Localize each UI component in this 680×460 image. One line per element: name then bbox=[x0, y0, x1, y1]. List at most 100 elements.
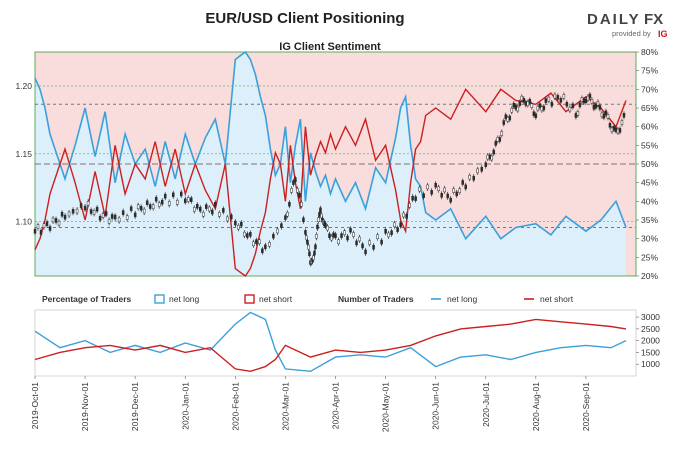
candle-body bbox=[205, 204, 208, 209]
candle-body bbox=[380, 239, 383, 245]
candle-body bbox=[268, 242, 271, 247]
right-tick-label: 45% bbox=[641, 178, 658, 188]
candle-body bbox=[315, 233, 318, 239]
dailyfx-logo: DAILY FX provided by IG bbox=[587, 11, 668, 39]
candle-body bbox=[576, 111, 580, 116]
right-tick-label: 20% bbox=[641, 271, 658, 281]
x-tick-label: 2020-Jan-01 bbox=[180, 382, 190, 430]
candle-body bbox=[571, 103, 575, 109]
sentiment-panel: 1.10 1.15 1.20 20% 25% 30% 35% 40% 45% 50% 55% 60% 6… bbox=[15, 47, 658, 281]
candle-body bbox=[512, 102, 516, 108]
candle-body bbox=[290, 188, 293, 193]
candle-body bbox=[358, 236, 361, 242]
candle-body bbox=[328, 233, 331, 238]
net-long-line bbox=[34, 50, 627, 241]
candle-body bbox=[211, 209, 214, 215]
x-tick-label: 2020-Sep-01 bbox=[581, 382, 591, 431]
candle-body bbox=[113, 214, 117, 220]
candle-body bbox=[330, 235, 333, 241]
candle-body bbox=[154, 196, 158, 202]
legend-left-long-swatch bbox=[154, 294, 165, 304]
candle-body bbox=[486, 154, 490, 160]
candle-body bbox=[480, 166, 483, 172]
candle-body bbox=[526, 101, 530, 106]
candle-body bbox=[430, 189, 433, 195]
candle-body bbox=[522, 97, 526, 103]
candle-body bbox=[514, 104, 518, 110]
candle-body bbox=[199, 206, 202, 212]
right-tick-label: 35% bbox=[641, 215, 658, 225]
logo-provided: provided by bbox=[612, 29, 651, 38]
x-tick-label: 2019-Dec-01 bbox=[130, 382, 140, 431]
candle-body bbox=[179, 191, 183, 197]
candle-body bbox=[408, 203, 411, 208]
candle-body bbox=[361, 243, 364, 249]
right-tick-label: 55% bbox=[641, 140, 658, 150]
candle-body bbox=[272, 233, 275, 239]
candle-body bbox=[500, 131, 504, 136]
x-axis: 2019-Oct-01 2019-Nov-01 2019-Dec-01 2020-Ja… bbox=[30, 376, 591, 432]
candle-body bbox=[145, 200, 149, 205]
candle-body bbox=[312, 255, 315, 261]
candle-body bbox=[79, 203, 83, 208]
candle-body bbox=[317, 217, 320, 223]
right-tick-label: 65% bbox=[641, 103, 658, 113]
candle-body bbox=[504, 114, 508, 119]
right-tick-label: 50% bbox=[641, 159, 658, 169]
candle-body bbox=[190, 197, 193, 203]
candle-body bbox=[437, 186, 440, 191]
candle-body bbox=[208, 206, 211, 212]
x-tick-label: 2020-Mar-01 bbox=[280, 382, 290, 431]
candle-body bbox=[160, 199, 164, 205]
candle-body bbox=[98, 216, 102, 221]
candle-body bbox=[544, 98, 548, 103]
candle-body bbox=[117, 217, 121, 223]
candle-body bbox=[292, 180, 295, 185]
candle-body bbox=[63, 214, 67, 220]
candle-body bbox=[264, 244, 267, 249]
candle-body bbox=[258, 239, 261, 244]
candle-body bbox=[349, 227, 352, 233]
left-tick-label: 1.15 bbox=[15, 149, 32, 159]
candle-body bbox=[464, 184, 467, 190]
candle-body bbox=[36, 224, 40, 229]
candle-body bbox=[343, 230, 346, 235]
right-tick-label: 80% bbox=[641, 47, 658, 57]
candle-body bbox=[237, 224, 240, 230]
candle-body bbox=[616, 128, 620, 134]
candle-body bbox=[594, 103, 598, 109]
candle-body bbox=[261, 248, 264, 253]
candle-body bbox=[606, 114, 610, 119]
candle-body bbox=[243, 231, 246, 237]
candle-body bbox=[284, 215, 287, 220]
logo-daily: DAILY bbox=[587, 11, 641, 28]
candle-body bbox=[92, 210, 96, 215]
candle-body bbox=[494, 141, 498, 146]
candle-body bbox=[590, 98, 594, 104]
candle-body bbox=[139, 206, 143, 211]
candle-body bbox=[443, 187, 446, 193]
candle-body bbox=[324, 222, 327, 228]
candle-body bbox=[598, 105, 602, 110]
legend-left-short-label: net short bbox=[259, 294, 293, 304]
net-short-line bbox=[34, 88, 627, 277]
candle-body bbox=[612, 125, 616, 131]
candle-body bbox=[384, 229, 387, 234]
right-tick-label: 25% bbox=[641, 252, 658, 262]
candle-body bbox=[414, 196, 417, 201]
traders-right-tick-label: 2000 bbox=[641, 336, 660, 346]
candle-body bbox=[314, 244, 317, 249]
candle-body bbox=[426, 184, 429, 190]
left-tick-label: 1.20 bbox=[15, 81, 32, 91]
candle-body bbox=[364, 249, 367, 255]
candle-body bbox=[390, 230, 393, 235]
candle-body bbox=[608, 123, 612, 128]
candle-body bbox=[286, 211, 289, 217]
candle-body bbox=[337, 239, 340, 244]
x-tick-label: 2020-Jul-01 bbox=[481, 382, 491, 427]
candle-body bbox=[458, 188, 461, 193]
traders-right-tick-label: 1000 bbox=[641, 359, 660, 369]
candle-body bbox=[104, 211, 108, 216]
